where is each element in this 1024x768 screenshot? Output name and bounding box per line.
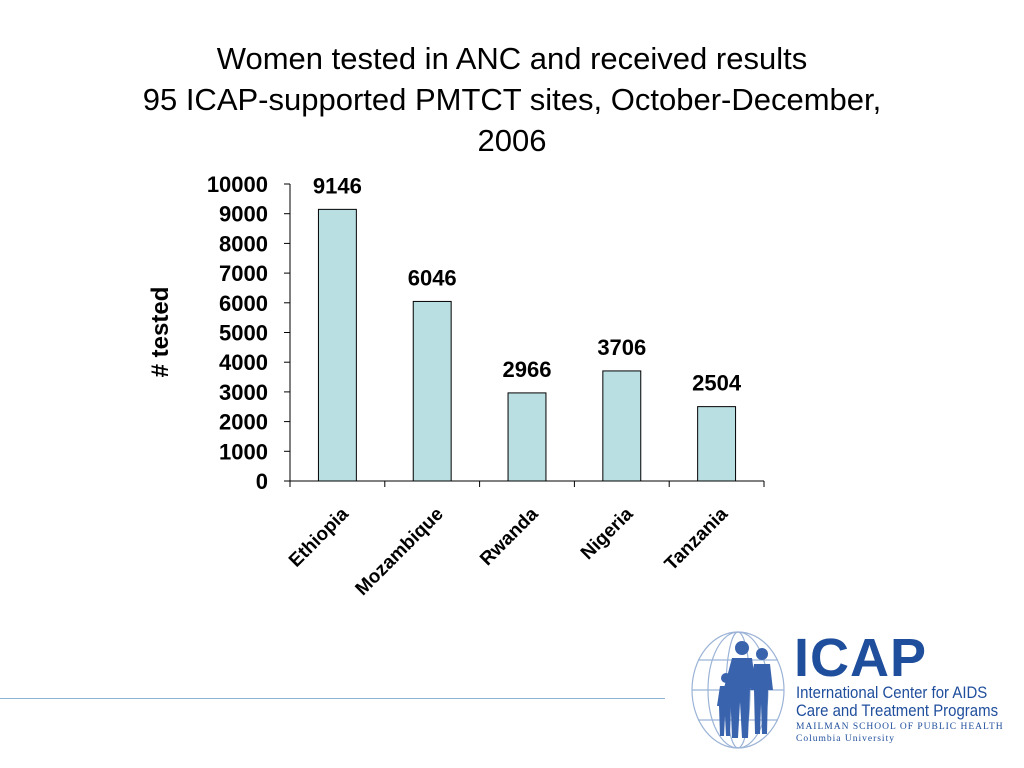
y-tick-label: 9000 <box>219 202 268 227</box>
bars <box>317 208 737 482</box>
y-tick-label: 2000 <box>219 410 268 435</box>
x-tick-label-tanzania: Tanzania <box>661 503 733 575</box>
data-label-tanzania: 2504 <box>692 371 742 396</box>
x-tick-label-nigeria: Nigeria <box>577 503 638 564</box>
icap-logo: ICAP International Center for AIDS Care … <box>690 628 1010 758</box>
y-tick-label: 6000 <box>219 291 268 316</box>
y-tick-label: 10000 <box>207 172 268 197</box>
y-tick-label: 1000 <box>219 439 268 464</box>
x-tick-label-rwanda: Rwanda <box>476 503 543 570</box>
bar-mozambique <box>412 300 452 482</box>
y-axis: 0 1000 2000 3000 4000 5000 6000 7000 8000 9000 100… <box>207 172 291 494</box>
logo-acronym: ICAP <box>794 628 928 688</box>
title-line-3: 2006 <box>477 123 547 158</box>
y-tick-label: 5000 <box>219 321 268 346</box>
y-tick-label: 8000 <box>219 231 268 256</box>
y-tick-label: 3000 <box>219 380 268 405</box>
x-tick-label-ethiopia: Ethiopia <box>285 503 353 571</box>
logo-line-2: Care and Treatment Programs <box>796 701 999 720</box>
y-tick-label: 7000 <box>219 261 268 286</box>
bar-chart: 0 1000 2000 3000 4000 5000 6000 7000 8000 9000 100… <box>147 172 765 600</box>
bar-tanzania <box>697 406 737 482</box>
bar-rwanda <box>507 392 547 482</box>
footer-divider <box>0 698 665 699</box>
title-line-2: 95 ICAP-supported PMTCT sites, October-D… <box>142 82 882 117</box>
data-labels: 9146 6046 2966 3706 2504 <box>313 173 742 395</box>
chart-title: Women tested in ANC and received results… <box>60 38 964 161</box>
logo-school: MAILMAN SCHOOL OF PUBLIC HEALTH <box>796 722 1004 732</box>
data-label-nigeria: 3706 <box>597 335 646 360</box>
family-globe-icon <box>691 631 785 749</box>
data-label-ethiopia: 9146 <box>313 173 362 198</box>
title-line-1: Women tested in ANC and received results <box>216 41 808 76</box>
logo-line-1: International Center for AIDS <box>796 683 988 702</box>
data-label-mozambique: 6046 <box>408 265 457 290</box>
y-axis-title: # tested <box>147 287 174 378</box>
y-tick-label: 0 <box>256 469 268 494</box>
logo-university: Columbia University <box>796 734 895 744</box>
bar-nigeria <box>602 370 642 482</box>
y-tick-label: 4000 <box>219 350 268 375</box>
x-tick-label-mozambique: Mozambique <box>352 504 448 600</box>
data-label-rwanda: 2966 <box>503 357 552 382</box>
bar-ethiopia <box>317 208 357 482</box>
